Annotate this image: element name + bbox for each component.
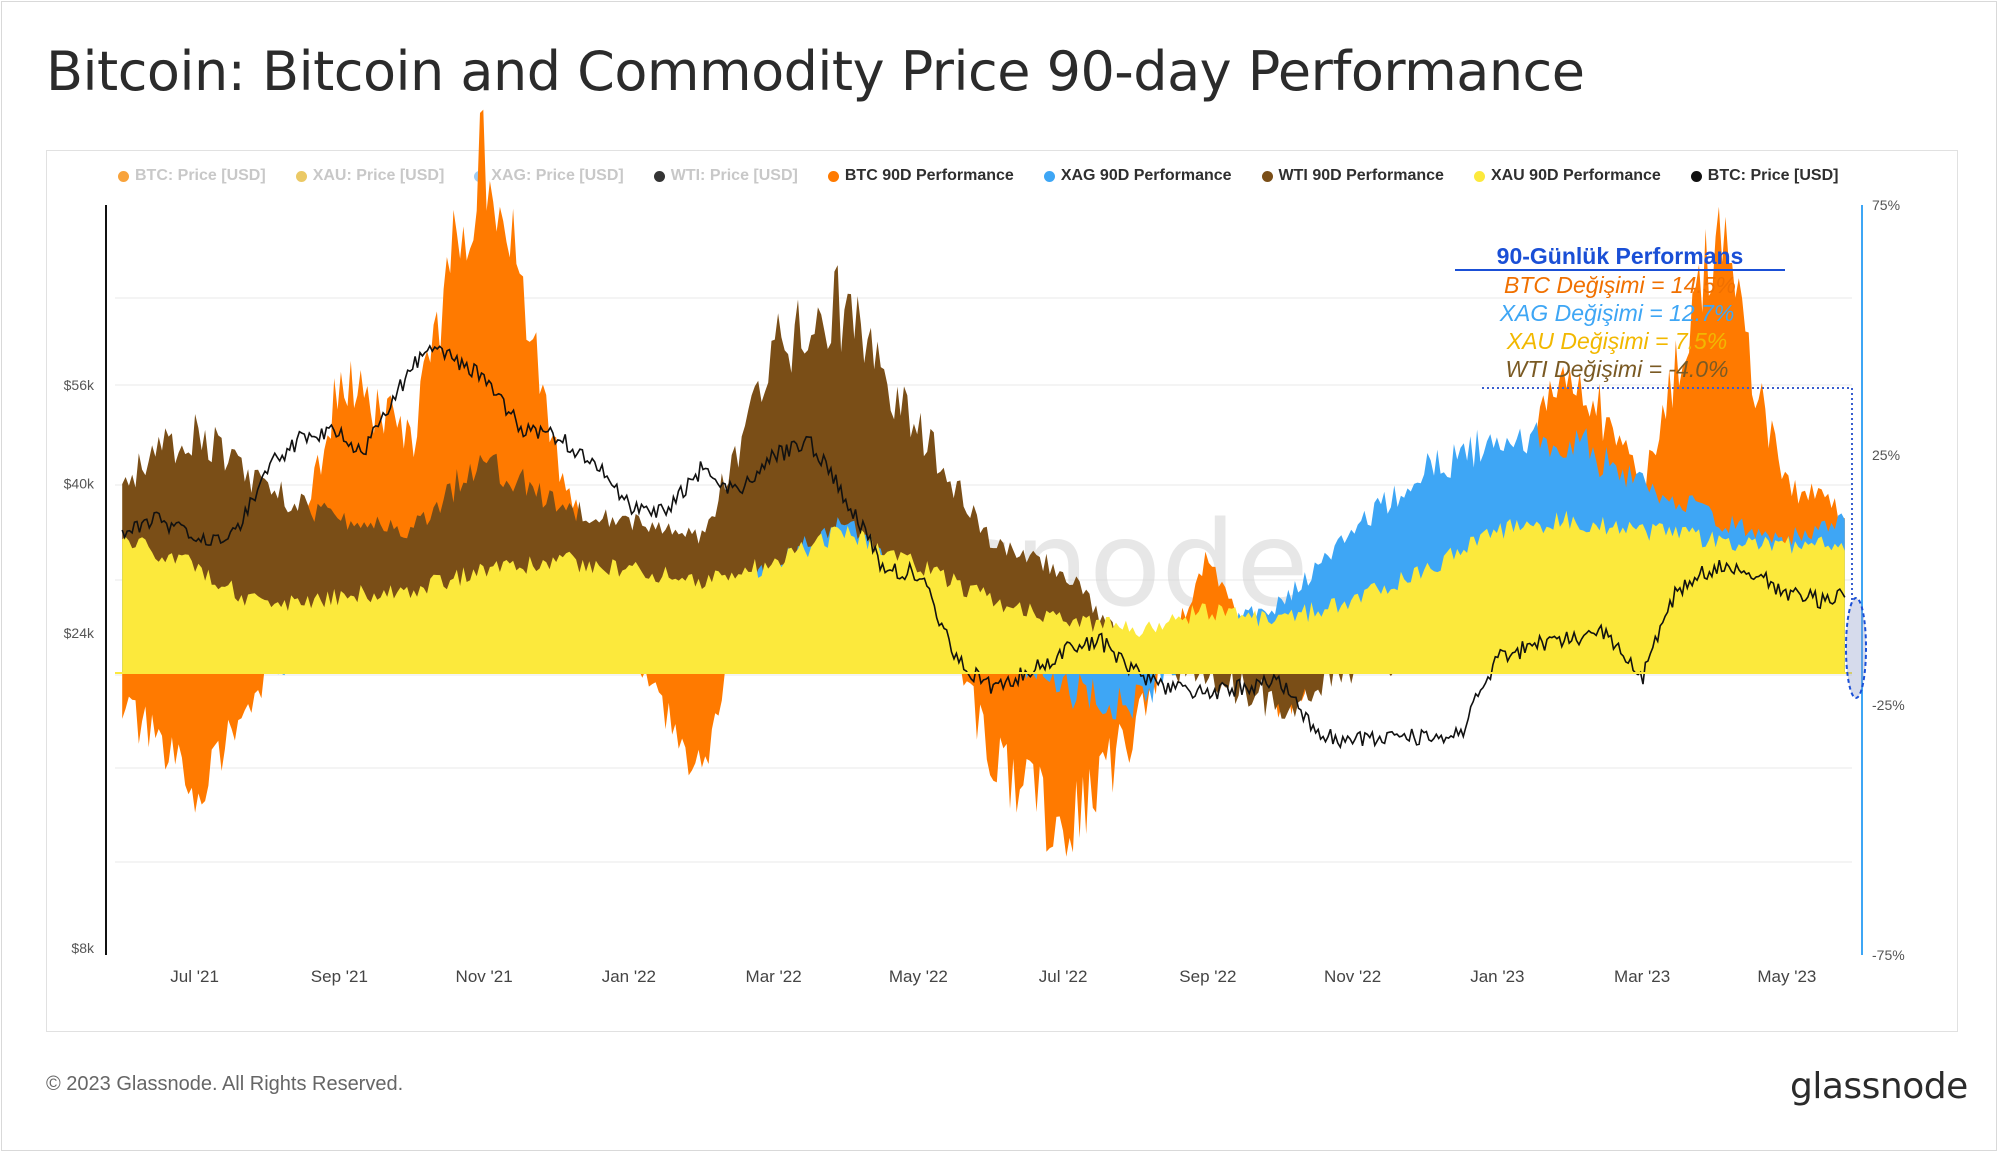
legend-dot-icon [1261,170,1273,182]
legend-dot-icon [827,170,839,182]
legend-label: BTC: Price [USD] [1707,167,1839,184]
legend-dot-icon [295,170,307,182]
brand-logo: glassnode [1790,1066,1968,1107]
chart-panel [46,150,1958,1032]
x-tick-label: Jan '22 [602,967,656,986]
legend-label: BTC: Price [USD] [135,167,266,184]
annotation-title: 90-Günlük Performans [1496,243,1744,269]
legend-label: WTI: Price [USD] [670,167,798,184]
annotation-wti-change: WTI Değişimi = -4.0% [1505,356,1729,382]
x-tick-label: Nov '21 [456,967,513,986]
btc-price-line [121,344,1846,750]
x-tick-label: Jul '22 [1039,967,1088,986]
axes: $8k $24k $40k $56k -75% -25% 25% 75% Jul '21 Sep … [64,197,1905,986]
x-tick-label: Sep '22 [1179,967,1236,986]
y-right-tick-label: -25% [1872,697,1905,713]
x-tick-label: Sep '21 [311,967,368,986]
legend-item[interactable]: WTI: Price [USD] [653,165,798,187]
performance-areas [122,109,1845,857]
x-tick-label: Jan '23 [1470,967,1524,986]
legend-dot-icon [653,170,665,182]
annotation-xau-change: XAU Değişimi = 7.5% [1506,328,1728,354]
legend-label: WTI 90D Performance [1278,167,1444,184]
legend-label: XAG: Price [USD] [491,167,624,184]
x-tick-label: Jul '21 [170,967,219,986]
legend-item[interactable]: XAU: Price [USD] [295,165,445,187]
x-tick-label: Mar '22 [746,967,802,986]
annotation-decor [1455,269,1867,699]
legend-dot-icon [118,170,129,182]
legend-label: XAU: Price [USD] [312,167,445,184]
legend-item[interactable]: XAU 90D Performance [1473,165,1661,187]
legend-item[interactable]: BTC: Price [USD] [1690,165,1839,187]
legend-item[interactable]: BTC 90D Performance [827,165,1014,187]
annotation-xag-change: XAG Değişimi = 12.7% [1499,300,1735,326]
y-right-tick-label: -75% [1872,947,1905,963]
y-left-tick-label: $24k [64,625,95,641]
annotation-dotted-connector [1482,387,1853,600]
legend-label: XAG 90D Performance [1060,167,1232,184]
annotation-highlight-ellipse [1845,597,1867,699]
x-tick-label: Nov '22 [1324,967,1381,986]
y-right-tick-label: 25% [1872,447,1900,463]
copyright: © 2023 Glassnode. All Rights Reserved. [46,1073,404,1095]
chart-title: Bitcoin: Bitcoin and Commodity Price 90-… [46,40,1585,103]
legend-label: BTC 90D Performance [844,167,1014,184]
btc-price-series-line [121,344,1846,750]
series-area-xau-90d-performance [122,510,1845,673]
legend-dot-icon [1473,170,1485,182]
y-left-tick-label: $8k [71,940,95,956]
legend-item[interactable]: BTC: Price [USD] [118,165,266,187]
legend-dot-icon [1043,170,1055,182]
legend: BTC: Price [USD] XAU: Price [USD] XAG: Pri… [118,165,1838,187]
legend-dot-icon [1690,170,1702,182]
x-tick-label: May '22 [889,967,948,986]
legend-label: XAU 90D Performance [1490,167,1661,184]
legend-item[interactable]: WTI 90D Performance [1261,165,1444,187]
x-tick-label: Mar '23 [1614,967,1670,986]
y-left-tick-label: $56k [64,377,95,393]
annotation-btc-change: BTC Değişimi = 14.5% [1504,272,1736,298]
y-right-tick-label: 75% [1872,197,1900,213]
y-left-tick-label: $40k [64,476,95,492]
x-tick-label: May '23 [1757,967,1816,986]
legend-item[interactable]: XAG 90D Performance [1043,165,1232,187]
